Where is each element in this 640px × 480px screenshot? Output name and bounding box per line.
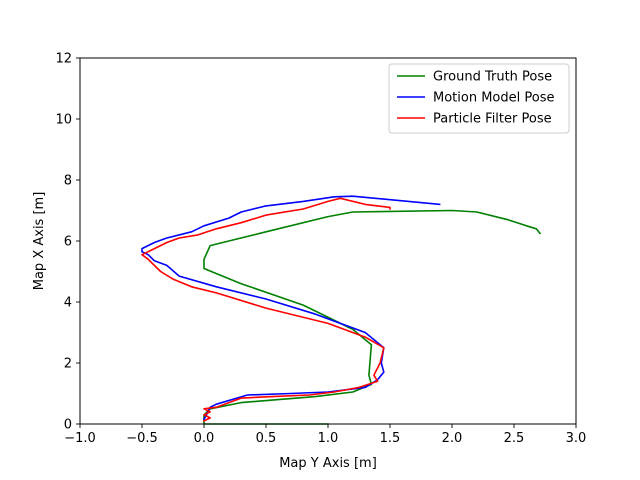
y-axis-ticks: 0 2 4 6 8 10 12 bbox=[55, 52, 80, 433]
series-line-0 bbox=[203, 209, 542, 425]
x-axis-ticks: −1.0 −0.5 0.0 0.5 1.0 1.5 2.0 2.5 3.0 bbox=[64, 424, 586, 446]
y-tick-label: 2 bbox=[64, 357, 72, 372]
legend-box bbox=[388, 63, 570, 134]
x-tick-label: 2.0 bbox=[442, 431, 463, 446]
x-axis-label: Map Y Axis [m] bbox=[279, 456, 377, 471]
y-tick-label: 4 bbox=[64, 296, 72, 311]
x-tick-label: 0.0 bbox=[194, 431, 215, 446]
legend-label-2: Particle Filter Pose bbox=[433, 112, 552, 127]
x-tick-label: −1.0 bbox=[64, 431, 96, 446]
x-tick-label: 1.5 bbox=[380, 431, 401, 446]
x-tick-label: 3.0 bbox=[566, 431, 587, 446]
y-tick-label: 0 bbox=[64, 418, 72, 433]
series-line-2 bbox=[141, 197, 391, 422]
x-tick-label: 1.0 bbox=[318, 431, 339, 446]
y-tick-label: 10 bbox=[55, 113, 72, 128]
y-tick-label: 8 bbox=[64, 174, 72, 189]
x-tick-label: −0.5 bbox=[126, 431, 158, 446]
y-axis-label: Map X Axis [m] bbox=[32, 192, 47, 291]
y-tick-label: 6 bbox=[64, 235, 72, 250]
x-tick-label: 0.5 bbox=[256, 431, 277, 446]
series-group bbox=[141, 195, 542, 425]
x-tick-label: 2.5 bbox=[504, 431, 525, 446]
series-line-1 bbox=[141, 195, 441, 421]
y-tick-label: 12 bbox=[55, 52, 72, 67]
legend: Ground Truth Pose Motion Model Pose Partic… bbox=[388, 63, 570, 134]
legend-label-0: Ground Truth Pose bbox=[433, 70, 552, 85]
legend-label-1: Motion Model Pose bbox=[433, 91, 554, 106]
